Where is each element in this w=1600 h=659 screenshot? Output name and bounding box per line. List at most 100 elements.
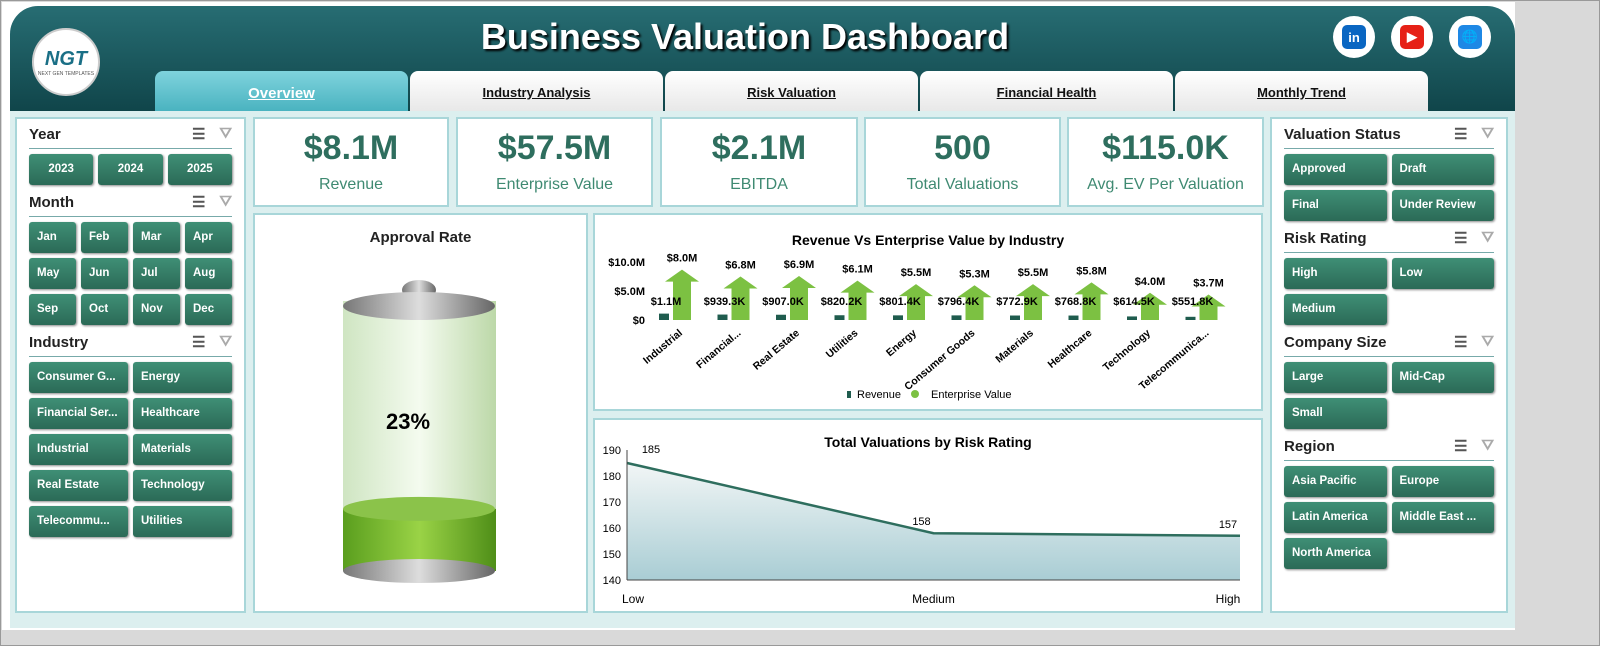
multi-select-icon[interactable]: ☰	[1453, 126, 1468, 143]
slicer-item[interactable]: Sep	[29, 294, 76, 325]
slicer-item[interactable]: Consumer G...	[29, 362, 128, 393]
globe-button[interactable]: 🌐	[1449, 16, 1491, 58]
y-tick-label: 140	[603, 575, 621, 587]
slicer-item[interactable]: North America	[1284, 538, 1387, 569]
slicer-icons: ☰ ⛛	[1454, 333, 1494, 351]
x-tick-label: Low	[622, 592, 644, 606]
area-line	[626, 461, 1241, 538]
enterprise-value-arrow	[899, 284, 933, 320]
slicer-header: Valuation Status ☰ ⛛	[1284, 125, 1494, 149]
slicer-item[interactable]: Mid-Cap	[1391, 362, 1494, 393]
slicer-item[interactable]: Technology	[133, 470, 232, 501]
slicer-item[interactable]: Mar	[133, 222, 180, 253]
y-tick-label: 180	[603, 471, 621, 483]
y-tick-label: 160	[603, 523, 621, 535]
enterprise-value-arrow	[1133, 292, 1167, 320]
slicer-item[interactable]: May	[29, 258, 76, 289]
slicer-item[interactable]: Jun	[81, 258, 128, 289]
slicer-item[interactable]: 2025	[167, 154, 232, 185]
slicer-item[interactable]: Middle East ...	[1391, 502, 1494, 533]
revenue-data-label: $796.4K	[938, 296, 980, 308]
enterprise-value-arrow	[1191, 294, 1226, 320]
slicer-item[interactable]: Final	[1284, 190, 1387, 221]
slicer-item[interactable]: Utilities	[133, 506, 232, 537]
slicer-item[interactable]: Apr	[185, 222, 232, 253]
x-tick-label: High	[1216, 592, 1241, 606]
clear-filter-icon[interactable]: ⛛	[219, 333, 232, 350]
slicer-item[interactable]: 2023	[29, 154, 94, 185]
valuations-by-risk-chart: Total Valuations by Risk Rating 140 150 160…	[593, 418, 1263, 613]
revenue-data-label: $801.4K	[879, 296, 921, 308]
legend-revenue: Revenue	[857, 389, 901, 401]
slicer-item[interactable]: Medium	[1284, 294, 1387, 325]
slicer-item[interactable]: Jan	[29, 222, 76, 253]
multi-select-icon[interactable]: ☰	[1453, 334, 1468, 351]
tab-risk-valuation[interactable]: Risk Valuation	[665, 71, 918, 111]
slicer-item[interactable]: High	[1284, 258, 1387, 289]
slicer-title: Valuation Status	[1284, 125, 1401, 143]
slicer-item[interactable]: Latin America	[1284, 502, 1387, 533]
revenue-data-label: $1.1M	[651, 296, 682, 308]
slicer-buttons: Jan Feb Mar Apr May Jun Jul Aug Sep Oct Nov Dec	[29, 222, 232, 325]
x-tick-label: Real Estate	[751, 327, 802, 373]
clear-filter-icon[interactable]: ⛛	[219, 193, 232, 210]
clear-filter-icon[interactable]: ⛛	[1481, 333, 1494, 350]
battery-gauge: 23%	[343, 280, 496, 583]
slicer-item[interactable]: Oct	[81, 294, 128, 325]
slicer-month: Month ☰ ⛛ Jan Feb Mar Apr May Jun Jul Aug Sep Oct Nov…	[29, 193, 232, 325]
multi-select-icon[interactable]: ☰	[1453, 230, 1468, 247]
ev-data-label: $5.5M	[901, 267, 932, 279]
revenue-bar	[1010, 315, 1020, 320]
slicer-item[interactable]: 2024	[98, 154, 163, 185]
clear-filter-icon[interactable]: ⛛	[1481, 229, 1494, 246]
slicer-title: Risk Rating	[1284, 229, 1367, 247]
clear-filter-icon[interactable]: ⛛	[1481, 125, 1494, 142]
slicer-item[interactable]: Materials	[133, 434, 232, 465]
tab-overview[interactable]: Overview	[155, 71, 408, 111]
slicer-item[interactable]: Energy	[133, 362, 232, 393]
slicer-icons: ☰ ⛛	[1454, 125, 1494, 143]
slicer-item[interactable]: Small	[1284, 398, 1387, 429]
clear-filter-icon[interactable]: ⛛	[219, 125, 232, 142]
slicer-item[interactable]: Dec	[185, 294, 232, 325]
slicer-item[interactable]: Real Estate	[29, 470, 128, 501]
kpi-revenue: $8.1M Revenue	[253, 117, 449, 207]
revenue-bar	[659, 313, 669, 320]
multi-select-icon[interactable]: ☰	[191, 126, 206, 143]
slicer-item[interactable]: Financial Ser...	[29, 398, 128, 429]
tab-financial-health[interactable]: Financial Health	[920, 71, 1173, 111]
slicer-item[interactable]: Jul	[133, 258, 180, 289]
slicer-item[interactable]: Feb	[81, 222, 128, 253]
x-tick-label: Healthcare	[1046, 327, 1095, 371]
kpi-avg-ev-per-valuation: $115.0K Avg. EV Per Valuation	[1067, 117, 1264, 207]
slicer-item[interactable]: Industrial	[29, 434, 128, 465]
slicer-item[interactable]: Nov	[133, 294, 180, 325]
slicer-item[interactable]: Healthcare	[133, 398, 232, 429]
slicer-item[interactable]: Low	[1391, 258, 1494, 289]
multi-select-icon[interactable]: ☰	[191, 194, 206, 211]
battery-base	[343, 559, 495, 583]
multi-select-icon[interactable]: ☰	[191, 334, 206, 351]
enterprise-value-arrow	[1016, 284, 1050, 320]
multi-select-icon[interactable]: ☰	[1453, 438, 1468, 455]
linkedin-button[interactable]: in	[1333, 16, 1375, 58]
slicer-title: Company Size	[1284, 333, 1387, 351]
youtube-button[interactable]: ▶	[1391, 16, 1433, 58]
slicer-item[interactable]: Asia Pacific	[1284, 466, 1387, 497]
clear-filter-icon[interactable]: ⛛	[1481, 437, 1494, 454]
slicer-item[interactable]: Draft	[1391, 154, 1494, 185]
slicer-item[interactable]: Europe	[1391, 466, 1494, 497]
slicer-industry: Industry ☰ ⛛ Consumer G... Energy Financial S…	[29, 333, 232, 537]
y-tick-label: $5.0M	[614, 286, 645, 298]
slicer-title: Year	[29, 125, 61, 143]
slicer-item[interactable]: Large	[1284, 362, 1387, 393]
slicer-item[interactable]: Telecommu...	[29, 506, 128, 537]
slicer-item[interactable]: Approved	[1284, 154, 1387, 185]
slicer-header: Risk Rating ☰ ⛛	[1284, 229, 1494, 253]
revenue-bar	[1127, 316, 1137, 320]
tab-monthly-trend[interactable]: Monthly Trend	[1175, 71, 1428, 111]
tab-industry-analysis[interactable]: Industry Analysis	[410, 71, 663, 111]
slicer-item[interactable]: Under Review	[1391, 190, 1494, 221]
slicer-item[interactable]: Aug	[185, 258, 232, 289]
y-tick-label: $10.0M	[608, 257, 645, 269]
